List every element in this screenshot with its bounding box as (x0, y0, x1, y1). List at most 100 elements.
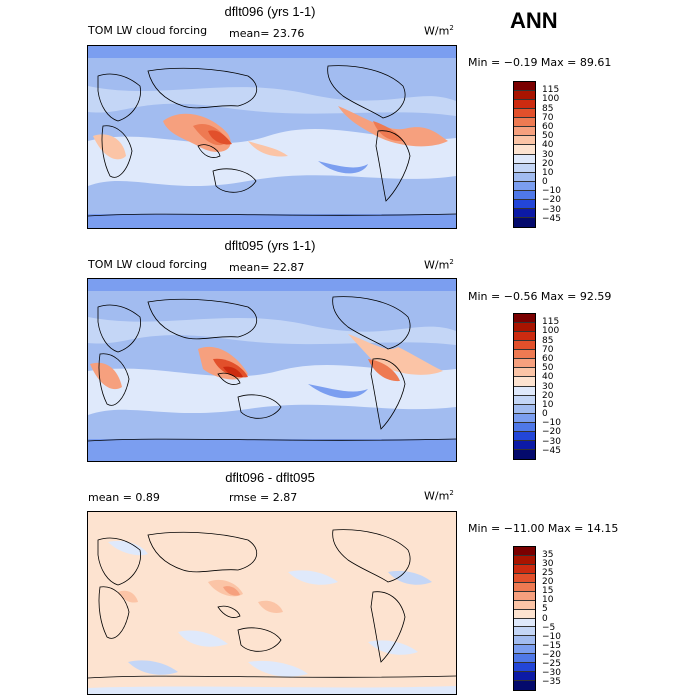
colorbar-swatch (514, 217, 535, 227)
colorbar-swatch (514, 377, 535, 387)
colorbar-swatch (514, 181, 535, 191)
colorbar-level-label: −45 (542, 445, 561, 456)
panel2-mean: mean= 22.87 (229, 261, 305, 274)
colorbar-level-label: −10 (542, 186, 561, 197)
colorbar-level-label: 0 (542, 613, 548, 624)
colorbar-level-label: 60 (542, 353, 554, 364)
colorbar-level-label: 40 (542, 140, 554, 151)
colorbar-level-label: −20 (542, 195, 561, 206)
colorbar-swatch (514, 636, 535, 646)
colorbar-level-label: 10 (542, 167, 554, 178)
colorbar-swatch (514, 100, 535, 110)
colorbar-swatch (514, 145, 535, 155)
panel2-colorbar (513, 313, 536, 460)
colorbar-swatch (514, 350, 535, 360)
colorbar-swatch (514, 172, 535, 182)
colorbar-level-label: −15 (542, 640, 561, 651)
colorbar-swatch (514, 199, 535, 209)
colorbar-level-label: 35 (542, 550, 554, 561)
panel3-minmax: Min = −11.00 Max = 14.15 (468, 522, 619, 535)
panel1-mean: mean= 23.76 (229, 27, 305, 40)
colorbar-level-label: 50 (542, 363, 554, 374)
colorbar-swatch (514, 645, 535, 655)
colorbar-swatch (514, 663, 535, 673)
colorbar-level-label: 0 (542, 409, 548, 420)
colorbar-level-label: 20 (542, 577, 554, 588)
colorbar-level-label: 50 (542, 131, 554, 142)
colorbar-swatch (514, 404, 535, 414)
panel1-units: W/m2 (424, 24, 454, 38)
colorbar-level-label: 20 (542, 158, 554, 169)
colorbar-swatch (514, 359, 535, 369)
colorbar-level-label: 30 (542, 149, 554, 160)
colorbar-swatch (514, 449, 535, 459)
colorbar-level-label: 25 (542, 568, 554, 579)
panel2-map-svg (88, 279, 456, 461)
colorbar-level-label: −20 (542, 427, 561, 438)
colorbar-swatch (514, 573, 535, 583)
panel1-colorbar (513, 81, 536, 228)
colorbar-swatch (514, 386, 535, 396)
colorbar-swatch (514, 323, 535, 333)
colorbar-level-label: 85 (542, 103, 554, 114)
panel3-rmse: rmse = 2.87 (229, 491, 298, 504)
colorbar-level-label: −5 (542, 622, 556, 633)
colorbar-level-label: −25 (542, 658, 561, 669)
colorbar-swatch (514, 127, 535, 137)
panel1-colorbar-labels: 115 100 85 70 60 50 40 30 20 10 0 −10 −20 −30 −45 (542, 81, 582, 228)
colorbar-level-label: −10 (542, 631, 561, 642)
colorbar-swatch (514, 413, 535, 423)
colorbar-level-label: −10 (542, 418, 561, 429)
colorbar-level-label: 30 (542, 381, 554, 392)
colorbar-swatch (514, 136, 535, 146)
colorbar-level-label: 15 (542, 586, 554, 597)
colorbar-swatch (514, 591, 535, 601)
panel3-map-svg (88, 512, 456, 694)
panel3-mean: mean = 0.89 (88, 491, 160, 504)
colorbar-swatch (514, 314, 535, 324)
colorbar-level-label: 5 (542, 604, 548, 615)
colorbar-swatch (514, 440, 535, 450)
colorbar-level-label: 115 (542, 317, 560, 328)
colorbar-level-label: −20 (542, 649, 561, 660)
colorbar-level-label: 0 (542, 177, 548, 188)
panel3-units: W/m2 (424, 489, 454, 503)
colorbar-swatch (514, 431, 535, 441)
panel1-title: dflt096 (yrs 1-1) (224, 4, 316, 19)
panel2-colorbar-labels: 115 100 85 70 60 50 40 30 20 10 0 −10 −20 −30 −45 (542, 313, 582, 460)
colorbar-swatch (514, 208, 535, 218)
colorbar-swatch (514, 109, 535, 119)
colorbar-swatch (514, 190, 535, 200)
panel2-units: W/m2 (424, 258, 454, 272)
colorbar-level-label: 30 (542, 559, 554, 570)
colorbar-swatch (514, 332, 535, 342)
colorbar-level-label: 85 (542, 335, 554, 346)
colorbar-level-label: −30 (542, 667, 561, 678)
colorbar-level-label: −30 (542, 436, 561, 447)
colorbar-swatch (514, 82, 535, 92)
colorbar-swatch (514, 91, 535, 101)
colorbar-swatch (514, 395, 535, 405)
panel1-field-label: TOM LW cloud forcing (88, 24, 208, 37)
colorbar-level-label: −35 (542, 676, 561, 687)
panel3-map (87, 511, 457, 695)
colorbar-level-label: −30 (542, 204, 561, 215)
panel2-field-label: TOM LW cloud forcing (88, 258, 208, 271)
colorbar-swatch (514, 600, 535, 610)
season-label: ANN (510, 8, 558, 33)
panel3-colorbar (513, 546, 536, 691)
colorbar-level-label: 60 (542, 121, 554, 132)
colorbar-level-label: 100 (542, 94, 560, 105)
panel2-title: dflt095 (yrs 1-1) (224, 238, 316, 253)
colorbar-swatch (514, 681, 535, 690)
colorbar-swatch (514, 582, 535, 592)
colorbar-swatch (514, 163, 535, 173)
colorbar-swatch (514, 154, 535, 164)
colorbar-swatch (514, 341, 535, 351)
colorbar-swatch (514, 547, 535, 556)
colorbar-level-label: 40 (542, 372, 554, 383)
colorbar-level-label: 70 (542, 112, 554, 123)
colorbar-swatch (514, 368, 535, 378)
colorbar-level-label: 115 (542, 85, 560, 96)
colorbar-swatch (514, 118, 535, 128)
